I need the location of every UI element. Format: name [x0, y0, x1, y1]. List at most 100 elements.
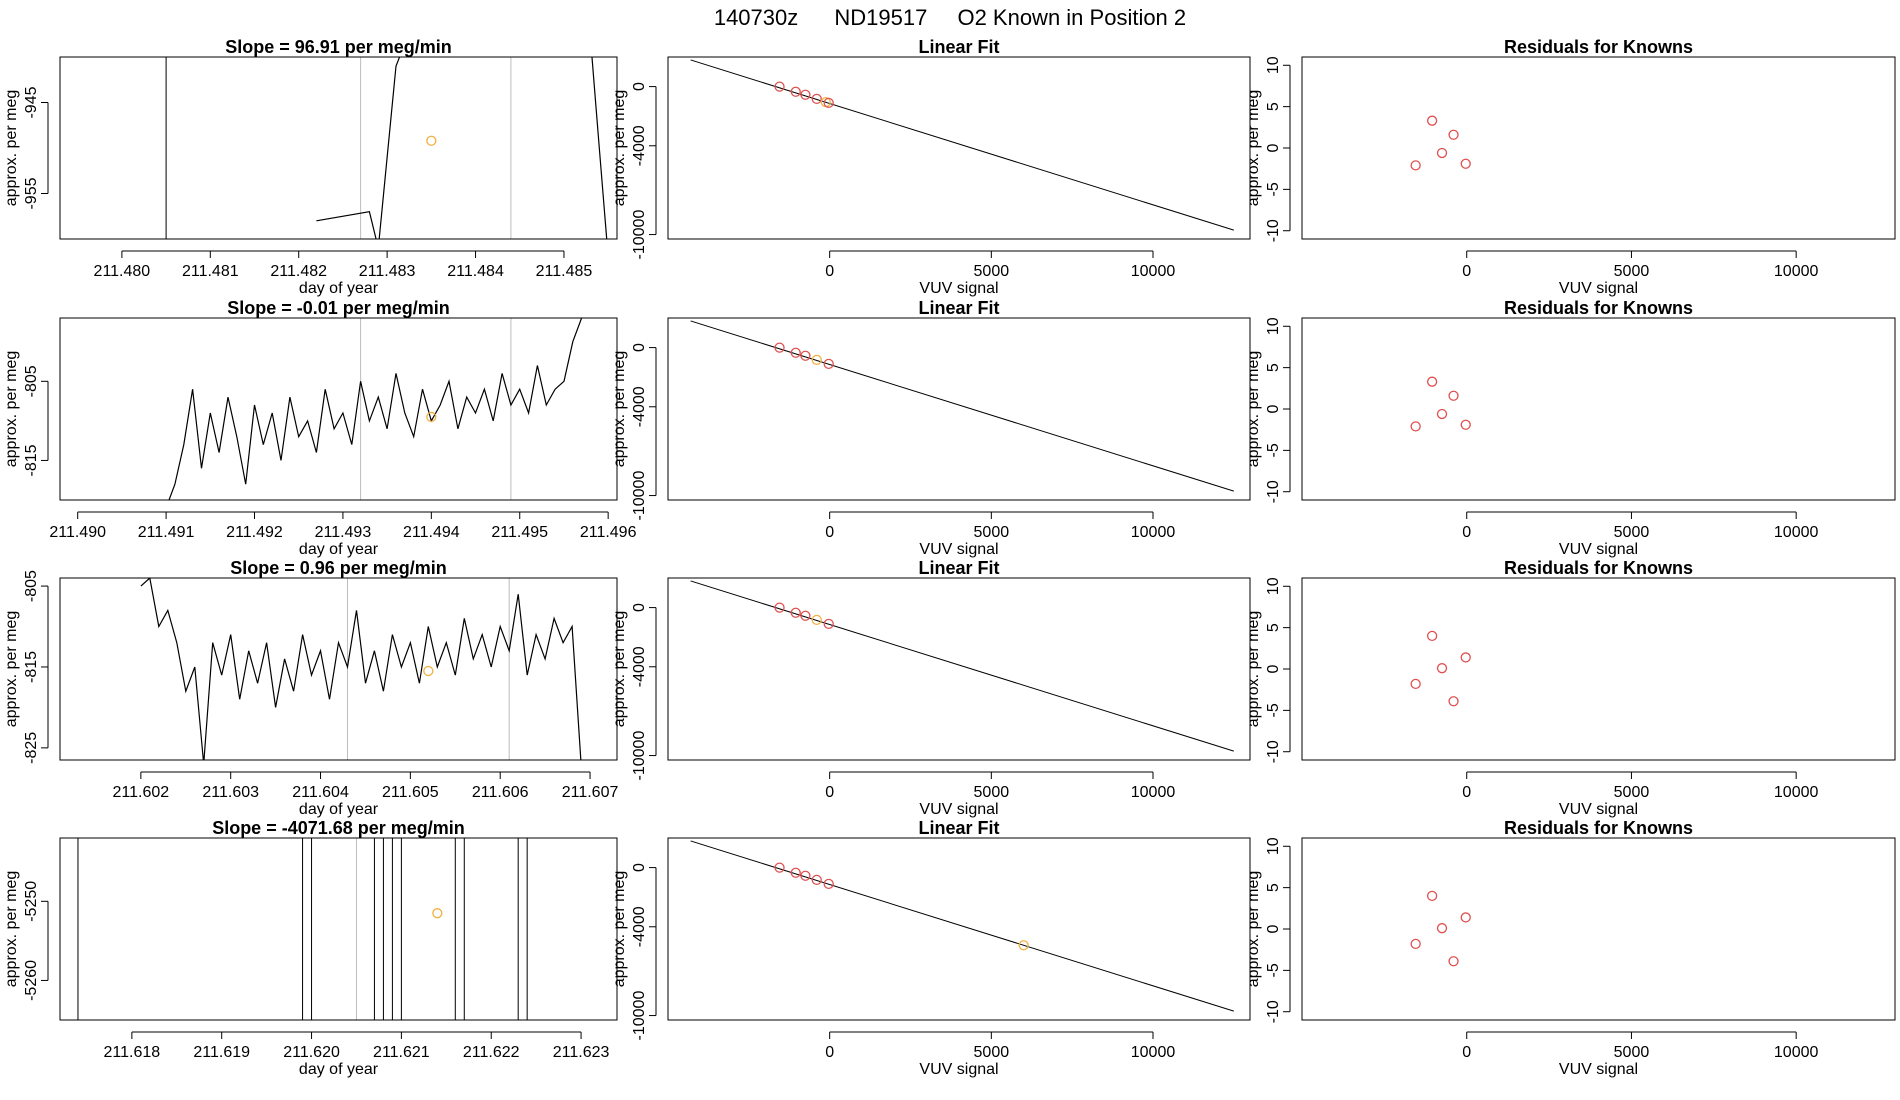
data-point-red	[1410, 678, 1421, 690]
panel-r2-c2: Linear Fit 0 5000 10000 VUV signal -10000 -400…	[611, 298, 1251, 558]
y-tick-label: 0	[1265, 143, 1282, 152]
fit-line	[690, 320, 1234, 492]
y-axis-label: approx. per meg	[3, 351, 20, 468]
x-axis-label: VUV signal	[1559, 1061, 1638, 1078]
panel-r3-c3: Residuals for Knowns 0 5000 10000 VUV signal…	[1245, 558, 1896, 818]
chart-title: Linear Fit	[918, 37, 999, 57]
data-point-red	[811, 874, 822, 886]
y-axis-label: approx. per meg	[611, 351, 628, 468]
x-tick-label: 211.606	[472, 784, 529, 801]
y-tick-label: -4000	[631, 646, 648, 687]
title-part-timestamp: 140730z	[714, 5, 798, 30]
data-point-red	[1448, 129, 1459, 140]
data-point-red	[1460, 419, 1471, 430]
chart-title: Slope = -0.01 per meg/min	[227, 298, 450, 318]
y-axis-label: approx. per meg	[3, 871, 20, 988]
data-point-orange	[426, 411, 437, 423]
y-axis-label: approx. per meg	[611, 90, 628, 207]
figure-title: 140730z ND19517 O2 Known in Position 2	[714, 5, 1186, 30]
x-tick-label: 0	[1462, 1044, 1471, 1061]
data-point-red	[1426, 115, 1438, 126]
data-point-red	[811, 93, 822, 105]
x-tick-label: 211.485	[536, 263, 593, 280]
chart-title: Slope = 96.91 per meg/min	[225, 37, 452, 57]
x-tick-label: 0	[825, 1044, 834, 1061]
title-part-description: O2 Known in Position 2	[957, 5, 1186, 30]
x-tick-label: 5000	[974, 784, 1010, 801]
panel-r1-c3: Residuals for Knowns 0 5000 10000 VUV signal…	[1245, 37, 1896, 297]
x-tick-label: 211.603	[202, 784, 259, 801]
x-axis-label: day of year	[299, 541, 379, 558]
y-axis-label: approx. per meg	[1245, 871, 1262, 988]
y-tick-label: -5260	[23, 960, 40, 1001]
x-tick-label: 5000	[1614, 263, 1650, 280]
x-axis-label: VUV signal	[919, 541, 998, 558]
y-tick-label: 5	[1265, 883, 1282, 892]
y-tick-label: -5	[1265, 963, 1282, 977]
panel-r4-c3: Residuals for Knowns 0 5000 10000 VUV signal…	[1245, 818, 1896, 1078]
y-tick-label: -805	[23, 570, 40, 602]
plot-frame	[667, 56, 1251, 240]
data-point-red	[1426, 630, 1438, 642]
x-tick-label: 211.480	[94, 263, 151, 280]
chart-title: Residuals for Knowns	[1504, 37, 1693, 57]
data-point-orange	[432, 908, 443, 919]
plot-frame	[59, 577, 618, 761]
x-tick-label: 211.495	[491, 524, 548, 541]
chart-title: Linear Fit	[918, 818, 999, 838]
y-tick-label: 5	[1265, 623, 1282, 632]
panel-r4-c2: Linear Fit 0 5000 10000 VUV signal -10000 -400…	[611, 818, 1251, 1078]
chart-title: Residuals for Knowns	[1504, 818, 1693, 838]
fit-line	[690, 59, 1234, 231]
data-point-red	[774, 81, 785, 92]
plot-frame	[667, 577, 1251, 761]
data-point-orange	[1018, 940, 1029, 951]
series-line-trace2	[591, 57, 608, 239]
x-axis-label: day of year	[299, 280, 379, 297]
y-axis-label: approx. per meg	[611, 611, 628, 728]
y-tick-label: -4000	[631, 386, 648, 427]
plot-area	[690, 320, 1234, 492]
data-point-red	[1460, 158, 1471, 169]
y-tick-label: -4000	[631, 125, 648, 166]
plot-frame	[667, 837, 1251, 1021]
y-tick-label: -10	[1265, 740, 1282, 763]
x-tick-label: 211.619	[193, 1044, 250, 1061]
y-tick-label: -955	[23, 177, 40, 209]
x-axis-label: day of year	[299, 801, 379, 818]
x-tick-label: 10000	[1774, 784, 1819, 801]
x-tick-label: 211.490	[49, 524, 106, 541]
x-tick-label: 0	[825, 784, 834, 801]
data-point-red	[1410, 421, 1421, 432]
plot-area	[690, 840, 1234, 1012]
data-point-red	[800, 350, 811, 361]
plot-area	[1410, 115, 1471, 171]
x-tick-label: 10000	[1131, 263, 1176, 280]
panel-r1-c1: Slope = 96.91 per meg/min 211.480 211.481 2…	[3, 37, 618, 297]
y-tick-label: 0	[631, 343, 648, 352]
x-tick-label: 211.493	[315, 524, 372, 541]
x-tick-label: 211.494	[403, 524, 460, 541]
data-point-red	[790, 347, 801, 358]
plot-area	[690, 580, 1234, 752]
y-tick-label: -825	[23, 732, 40, 764]
x-tick-label: 5000	[1614, 1044, 1650, 1061]
x-tick-label: 10000	[1131, 524, 1176, 541]
x-tick-label: 211.482	[270, 263, 327, 280]
y-tick-label: 10	[1265, 56, 1282, 74]
data-point-red	[1426, 890, 1438, 902]
plot-area	[77, 838, 528, 1020]
y-tick-label: -10000	[631, 210, 648, 260]
y-tick-label: 0	[631, 603, 648, 612]
plot-frame	[1301, 837, 1896, 1021]
plot-frame	[59, 837, 618, 1021]
y-tick-label: -5250	[23, 881, 40, 922]
x-tick-label: 5000	[1614, 524, 1650, 541]
x-tick-label: 211.492	[226, 524, 283, 541]
data-point-red	[1436, 147, 1448, 159]
panels-grid: Slope = 96.91 per meg/min 211.480 211.481 2…	[3, 37, 1896, 1078]
plot-area	[1410, 376, 1471, 432]
data-point-orange	[423, 665, 434, 677]
y-tick-label: 0	[631, 82, 648, 91]
x-tick-label: 211.483	[359, 263, 416, 280]
